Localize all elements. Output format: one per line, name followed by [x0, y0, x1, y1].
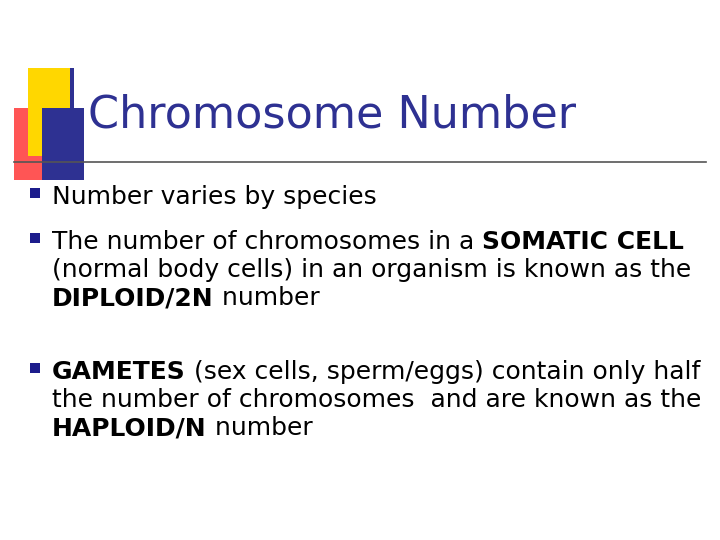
Text: HAPLOID/N: HAPLOID/N	[52, 416, 207, 440]
Text: the number of chromosomes  and are known as the: the number of chromosomes and are known …	[52, 388, 701, 412]
FancyBboxPatch shape	[70, 68, 74, 180]
Text: (sex cells, sperm/eggs) contain only half: (sex cells, sperm/eggs) contain only hal…	[186, 360, 700, 384]
Text: SOMATIC CELL: SOMATIC CELL	[482, 230, 684, 254]
Text: DIPLOID/2N: DIPLOID/2N	[52, 286, 214, 310]
Text: number: number	[214, 286, 320, 310]
FancyBboxPatch shape	[42, 108, 84, 180]
Text: Number varies by species: Number varies by species	[52, 185, 377, 209]
Text: The number of chromosomes in a: The number of chromosomes in a	[52, 230, 482, 254]
Text: (normal body cells) in an organism is known as the: (normal body cells) in an organism is kn…	[52, 258, 691, 282]
FancyBboxPatch shape	[14, 108, 56, 180]
Text: Chromosome Number: Chromosome Number	[88, 93, 576, 137]
FancyBboxPatch shape	[30, 233, 40, 243]
FancyBboxPatch shape	[28, 68, 70, 156]
FancyBboxPatch shape	[30, 363, 40, 373]
Text: number: number	[207, 416, 312, 440]
Text: GAMETES: GAMETES	[52, 360, 186, 384]
FancyBboxPatch shape	[30, 188, 40, 198]
